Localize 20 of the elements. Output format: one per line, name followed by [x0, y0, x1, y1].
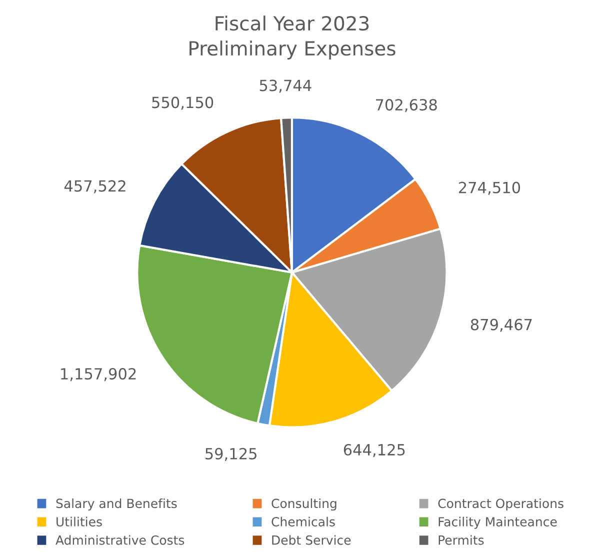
legend-label: Utilities: [56, 516, 102, 526]
legend-label: Debt Service: [272, 535, 351, 545]
data-label: 457,522: [64, 180, 126, 194]
legend-label: Administrative Costs: [56, 535, 184, 545]
data-label: 879,467: [470, 318, 532, 332]
legend-label: Consulting: [272, 498, 336, 511]
legend-label: Contract Operations: [438, 498, 564, 511]
legend-label: Permits: [438, 535, 484, 545]
data-label: 1,157,902: [61, 368, 136, 382]
chart-title: Fiscal Year 2023: [216, 16, 369, 31]
data-label: 59,125: [206, 448, 256, 462]
data-label: 274,510: [458, 182, 520, 195]
chart-subtitle: Preliminary Expenses: [190, 40, 396, 60]
data-label: 550,150: [152, 96, 214, 110]
data-label: 53,744: [260, 80, 312, 93]
legend-label: Salary and Benefits: [56, 498, 177, 511]
data-label: 644,125: [344, 444, 405, 458]
data-label: 702,638: [376, 99, 437, 112]
legend-label: Facility Mainteance: [438, 516, 557, 529]
legend-label: Chemicals: [272, 516, 335, 526]
